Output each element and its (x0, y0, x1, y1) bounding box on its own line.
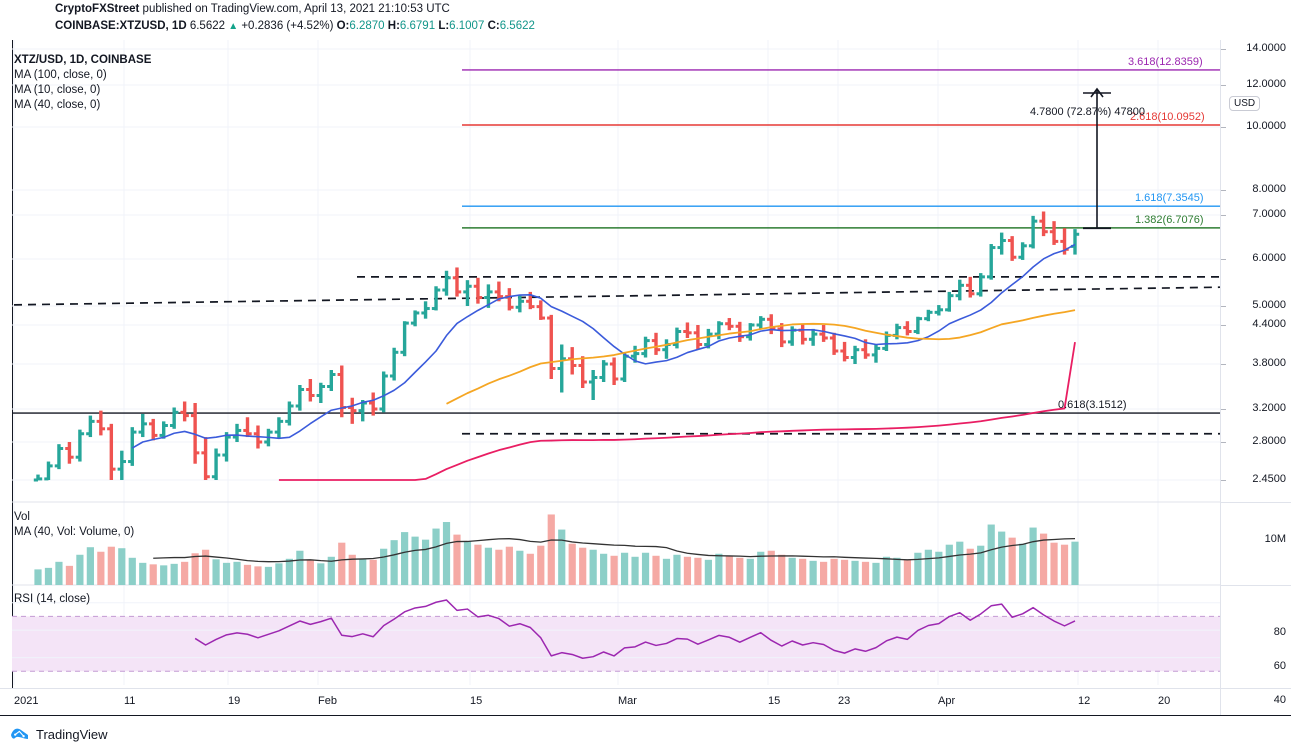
time-axis-tick-label: 20 (1158, 695, 1171, 707)
publisher-meta: published on TradingView.com, April 13, … (139, 3, 450, 15)
price-axis-tick (1221, 49, 1226, 50)
chart-header: CryptoFXStreet published on TradingView.… (0, 0, 1291, 40)
chart-frame[interactable]: XTZ/USD, 1D, COINBASE MA (100, close, 0)… (0, 40, 1291, 715)
volume-pane-legend: Vol MA (40, Vol: Volume, 0) (14, 510, 134, 540)
time-axis-tick-label: 23 (838, 695, 851, 707)
rsi-axis-tick-label: 60 (1273, 660, 1286, 672)
high-label: H: (387, 20, 400, 32)
time-axis[interactable]: 2021 11 19 Feb 15 Mar 15 23 Apr 12 20 (0, 688, 1291, 715)
quote-line: COINBASE:XTZUSD, 1D 6.5622 ▲ +0.2836 (+4… (55, 20, 535, 32)
change-arrow-icon: ▲ (228, 21, 239, 32)
symbol-label: COINBASE:XTZUSD, 1D (55, 20, 187, 32)
tradingview-attribution[interactable]: TradingView (10, 726, 108, 742)
rsi-pane-legend: RSI (14, close) (14, 592, 90, 607)
legend-ma-40: MA (40, close, 0) (14, 99, 101, 111)
axis-pane-separator (1221, 502, 1291, 503)
price-axis-tick (1221, 409, 1226, 410)
price-axis-tick-label: 3.8000 (1252, 357, 1286, 369)
price-axis-tick (1221, 325, 1226, 326)
price-axis-tick-label: 5.0000 (1252, 299, 1286, 311)
price-axis-tick (1221, 442, 1226, 443)
price-axis-tick-label: 6.0000 (1252, 252, 1286, 264)
price-axis-tick-label: 2.4500 (1252, 473, 1286, 485)
price-axis-tick-label: 3.2000 (1252, 402, 1286, 414)
fib-level-label-1-382: 1.382(6.7076) (1135, 213, 1204, 226)
volume-legend-title: Vol (14, 511, 30, 523)
volume-legend-ma: MA (40, Vol: Volume, 0) (14, 526, 135, 538)
tradingview-logo-icon (10, 726, 30, 742)
volume-axis-tick-label: 10M (1264, 533, 1286, 545)
time-axis-tick-label: Apr (938, 695, 956, 707)
price-axis-tick-label: 14.0000 (1246, 42, 1286, 54)
price-axis-tick-label: 7.0000 (1252, 208, 1286, 220)
time-axis-tick-label: 15 (470, 695, 483, 707)
low-label: L: (438, 20, 450, 32)
price-axis-tick (1221, 259, 1226, 260)
low-value: 6.1007 (449, 20, 485, 32)
chart-footer: TradingView (0, 715, 1291, 756)
price-axis-tick-label: 12.0000 (1246, 78, 1286, 90)
price-axis-tick-label: 4.4000 (1252, 318, 1286, 330)
price-axis-tick (1221, 306, 1226, 307)
price-axis-tick-label: 8.0000 (1252, 183, 1286, 195)
time-axis-tick-label: Mar (618, 695, 637, 707)
fib-level-label-2-618: 2.618(10.0952) (1130, 111, 1205, 123)
time-axis-tick-label: 19 (228, 695, 241, 707)
chart-plot-area[interactable] (12, 40, 1220, 688)
time-axis-tick-label: 11 (124, 695, 136, 707)
time-axis-tick-label: 2021 (14, 695, 39, 707)
price-axis-tick-label: 10.0000 (1246, 120, 1286, 132)
close-value: 6.5622 (499, 20, 535, 32)
fib-level-label-1-618: 1.618(7.3545) (1135, 192, 1204, 205)
price-legend-title: XTZ/USD, 1D, COINBASE (14, 54, 152, 66)
time-axis-tick-label: Feb (318, 695, 337, 707)
rsi-legend-title: RSI (14, close) (14, 593, 91, 605)
price-axis-tick (1221, 215, 1226, 216)
tradingview-label: TradingView (36, 726, 108, 742)
price-axis-tick (1221, 480, 1226, 481)
fib-level-label-3-618: 3.618(12.8359) (1128, 55, 1203, 68)
close-label: C: (487, 20, 500, 32)
legend-ma-100: MA (100, close, 0) (14, 69, 107, 81)
currency-badge: USD (1229, 96, 1261, 111)
open-label: O: (336, 20, 350, 32)
price-axis-tick (1221, 85, 1226, 86)
chart-canvas (12, 40, 1220, 685)
rsi-axis-tick-label: 80 (1273, 626, 1286, 638)
fib-level-label-0-618: 0.618(3.1512) (1058, 399, 1127, 412)
rsi-axis-tick-label: 40 (1273, 694, 1286, 706)
price-axis-tick-label: 2.8000 (1252, 435, 1286, 447)
measurement-annotation-label: 4.7800 (72.87%) 47800 (1030, 106, 1145, 118)
time-axis-tick-label: 12 (1078, 695, 1091, 707)
publisher-line: CryptoFXStreet published on TradingView.… (55, 3, 450, 15)
time-axis-tick-label: 15 (768, 695, 781, 707)
last-price: 6.5622 (189, 20, 226, 32)
price-axis-tick (1221, 127, 1226, 128)
price-axis-tick (1221, 190, 1226, 191)
open-value: 6.2870 (349, 20, 385, 32)
legend-ma-10: MA (10, close, 0) (14, 84, 101, 96)
publisher-brand: CryptoFXStreet (55, 3, 140, 15)
axis-pane-separator (1221, 585, 1291, 586)
price-pane-legend: XTZ/USD, 1D, COINBASE MA (100, close, 0)… (14, 53, 151, 113)
price-axis[interactable]: 14.0000 12.0000 10.0000 8.0000 7.0000 6.0000 5… (1220, 40, 1291, 715)
high-value: 6.6791 (399, 20, 436, 32)
change-value: +0.2836 (+4.52%) (241, 20, 334, 32)
price-axis-tick (1221, 364, 1226, 365)
